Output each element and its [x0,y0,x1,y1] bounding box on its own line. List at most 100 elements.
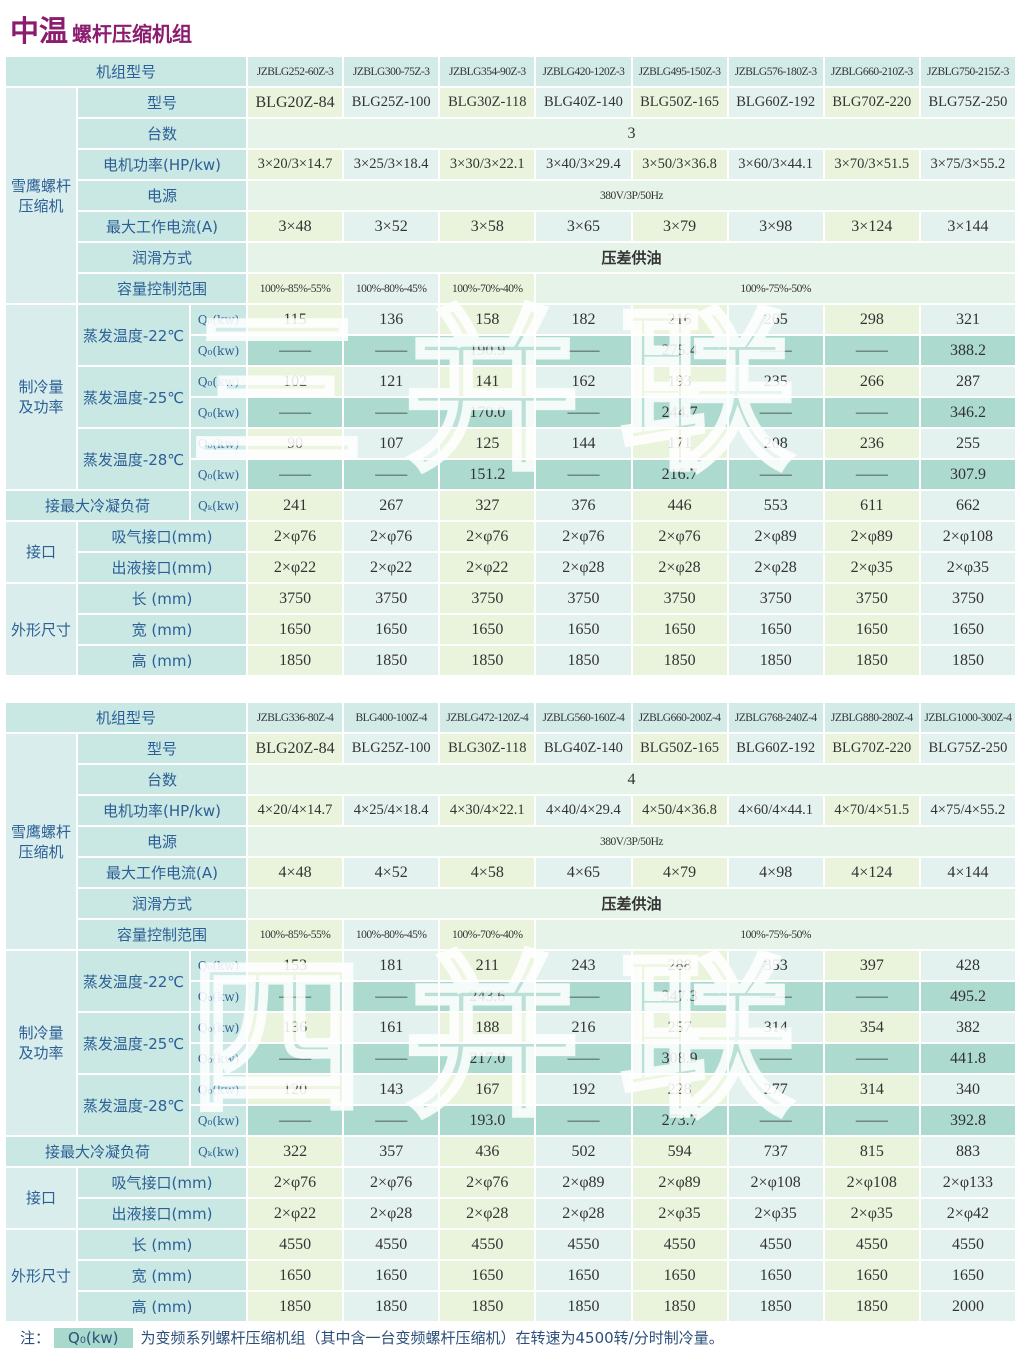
value-cell: —— [535,397,632,428]
value-cell: JZBLG560-160Z-4 [535,702,632,733]
value-cell: 662 [919,490,1016,521]
group-label: 外形尺寸 [5,1229,77,1322]
header-label: 机组型号 [5,56,247,87]
value-cell: —— [727,981,824,1012]
row-label: 接最大冷凝负荷 [5,1136,190,1167]
value-cell: —— [247,459,344,490]
value-cell: 495.2 [919,981,1016,1012]
value-cell: 1650 [247,614,344,645]
value-cell: 3×60/3×44.1 [727,149,824,180]
value-cell: —— [343,1043,440,1074]
value-cell: 4×70/4×51.5 [823,795,920,826]
value-cell: 3×124 [823,211,920,242]
value-cell: 354 [823,1012,920,1043]
value-cell: 376 [535,490,632,521]
value-cell: 287 [919,366,1016,397]
value-cell: 737 [727,1136,824,1167]
value-cell: 3750 [727,583,824,614]
value-cell: 243 [535,950,632,981]
value-cell: 4550 [535,1229,632,1260]
unit-label: Q₀(kw) [190,1105,247,1136]
value-cell: 1650 [439,1260,536,1291]
value-cell: 815 [823,1136,920,1167]
value-cell: 2×φ35 [823,552,920,583]
value-cell: 217.0 [439,1043,536,1074]
value-cell: 428 [919,950,1016,981]
value-cell: 1650 [727,1260,824,1291]
value-cell: —— [247,981,344,1012]
value-cell: 2×φ28 [535,552,632,583]
value-cell: —— [343,459,440,490]
value-cell: 1650 [727,614,824,645]
value-cell: 3750 [343,583,440,614]
value-cell: 436 [439,1136,536,1167]
unit-label: Q₀(kw) [190,459,247,490]
value-cell: 2×φ89 [727,521,824,552]
value-cell: —— [535,335,632,366]
value-cell: 压差供油 [247,242,1016,273]
value-cell: 2×φ76 [535,521,632,552]
value-cell: 321 [919,304,1016,335]
value-cell: 2×φ35 [631,1198,728,1229]
row-label: 高 (mm) [77,645,247,676]
value-cell: 308.9 [631,1043,728,1074]
value-cell: BLG50Z-165 [631,87,728,118]
value-cell: 1650 [631,1260,728,1291]
value-cell: 2×φ108 [727,1167,824,1198]
value-cell: 3×70/3×51.5 [823,149,920,180]
value-cell: 4×40/4×29.4 [535,795,632,826]
value-cell: 2×φ76 [247,1167,344,1198]
note-text: 为变频系列螺杆压缩机组（其中含一台变频螺杆压缩机）在转速为4500转/分时制冷量… [140,1329,724,1347]
value-cell: —— [343,335,440,366]
value-cell: 4×48 [247,857,344,888]
note: 注： Q₀(kw) 为变频系列螺杆压缩机组（其中含一台变频螺杆压缩机）在转速为4… [20,1327,724,1348]
value-cell: 3×65 [535,211,632,242]
row-label: 宽 (mm) [77,1260,247,1291]
value-cell: —— [823,1105,920,1136]
value-cell: 1650 [631,614,728,645]
value-cell: 1850 [247,1291,344,1322]
value-cell: 2×φ108 [919,521,1016,552]
value-cell: 3750 [247,583,344,614]
row-label: 电机功率(HP/kw) [77,795,247,826]
value-cell: 3×48 [247,211,344,242]
value-cell: 2×φ76 [343,521,440,552]
value-cell: 327 [439,490,536,521]
value-cell: JZBLG300-75Z-3 [343,56,440,87]
value-cell: 553 [727,490,824,521]
note-symbol: Q₀(kw) [54,1327,133,1348]
value-cell: —— [343,397,440,428]
value-cell: —— [823,981,920,1012]
row-label: 润滑方式 [77,242,247,273]
group-label: 制冷量 及功率 [5,950,77,1136]
value-cell: 1650 [535,1260,632,1291]
value-cell: 216.7 [631,459,728,490]
value-cell: 1650 [343,1260,440,1291]
value-cell: 4550 [247,1229,344,1260]
value-cell: 181 [343,950,440,981]
row-label: 最大工作电流(A) [77,857,247,888]
row-label: 电机功率(HP/kw) [77,149,247,180]
value-cell: 1650 [247,1260,344,1291]
value-cell: 4×25/4×18.4 [343,795,440,826]
value-cell: 190.9 [439,335,536,366]
group-label: 接口 [5,1167,77,1229]
value-cell: 143 [343,1074,440,1105]
value-cell: 314 [823,1074,920,1105]
value-cell: 188 [439,1012,536,1043]
value-cell: 4×144 [919,857,1016,888]
row-label: 出液接口(mm) [77,1198,247,1229]
value-cell: 4550 [631,1229,728,1260]
value-cell: JZBLG880-280Z-4 [823,702,920,733]
value-cell: 243.6 [439,981,536,1012]
title-sub: 螺杆压缩机组 [72,22,193,46]
value-cell: 167 [439,1074,536,1105]
value-cell: 392.8 [919,1105,1016,1136]
value-cell: 3×30/3×22.1 [439,149,536,180]
value-cell: 100%-85%-55% [247,919,344,950]
value-cell: 2×φ35 [823,1198,920,1229]
value-cell: 2×φ76 [439,521,536,552]
value-cell: 397 [823,950,920,981]
value-cell: 255 [919,428,1016,459]
value-cell: 594 [631,1136,728,1167]
